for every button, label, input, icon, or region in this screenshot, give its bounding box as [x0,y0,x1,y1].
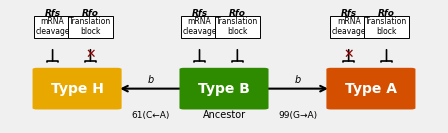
Text: Ancestor: Ancestor [202,110,246,120]
Text: mRNA
cleavage: mRNA cleavage [182,17,217,36]
Text: Rfo: Rfo [229,9,246,18]
Text: Type H: Type H [51,82,103,96]
Text: mRNA
cleavage: mRNA cleavage [332,17,366,36]
Text: 61(C←A): 61(C←A) [131,111,170,120]
Text: b: b [294,75,301,85]
Text: Rfs: Rfs [340,9,357,18]
Text: Rfo: Rfo [82,9,99,18]
FancyBboxPatch shape [33,68,121,109]
Text: Type A: Type A [345,82,397,96]
Text: Rfs: Rfs [191,9,207,18]
Text: Rfs: Rfs [44,9,60,18]
Text: Translation
block: Translation block [366,17,408,36]
Text: Translation
block: Translation block [69,17,112,36]
Text: b: b [147,75,154,85]
FancyBboxPatch shape [180,68,268,109]
Text: mRNA
cleavage: mRNA cleavage [35,17,70,36]
Text: Rfo: Rfo [378,9,395,18]
Text: ✕: ✕ [85,48,96,61]
Text: ✕: ✕ [344,48,354,61]
Text: Translation
block: Translation block [216,17,258,36]
FancyBboxPatch shape [327,68,415,109]
Text: 99(G→A): 99(G→A) [278,111,317,120]
Text: Type B: Type B [198,82,250,96]
